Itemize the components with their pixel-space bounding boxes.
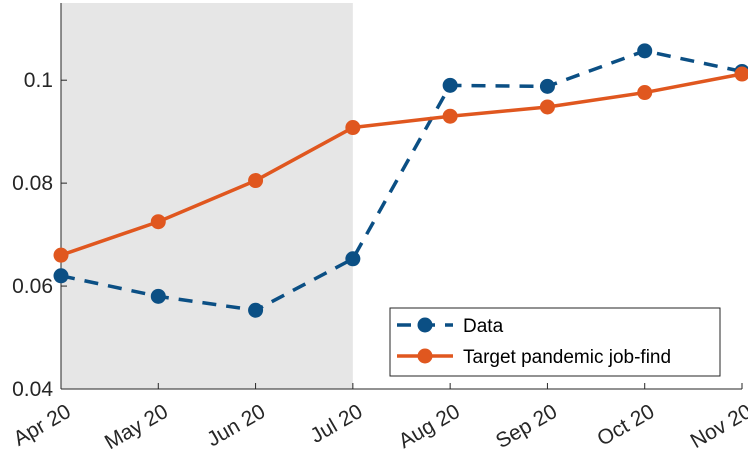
legend-marker <box>417 317 433 333</box>
x-tick-label: Jun 20 <box>203 400 269 451</box>
y-tick-label: 0.06 <box>12 275 53 298</box>
shaded-period <box>61 3 353 389</box>
series-layer <box>53 43 748 318</box>
x-tick-label: Oct 20 <box>593 400 658 451</box>
x-tick-label: Aug 20 <box>395 400 464 453</box>
series-2 <box>53 66 748 263</box>
data-point <box>442 77 458 93</box>
data-point <box>150 288 166 304</box>
axes <box>60 3 743 390</box>
data-point <box>442 108 458 124</box>
data-point <box>150 214 166 230</box>
data-point <box>248 302 264 318</box>
data-point <box>53 268 69 284</box>
data-point <box>345 251 361 267</box>
data-point <box>539 78 555 94</box>
legend: Data Target pandemic job-find <box>389 307 721 377</box>
x-tick-label: Jul 20 <box>307 400 367 448</box>
data-point <box>637 85 653 101</box>
y-tick-label: 0.1 <box>24 69 53 92</box>
data-point <box>345 120 361 136</box>
data-point <box>637 43 653 59</box>
legend-box <box>389 307 721 377</box>
data-point <box>53 247 69 263</box>
y-tick-label: 0.08 <box>12 172 53 195</box>
legend-marker <box>417 348 433 364</box>
x-tick-label: Apr 20 <box>10 400 75 451</box>
series-line <box>60 72 743 257</box>
data-point <box>248 173 264 189</box>
x-tick-label: Nov 20 <box>687 400 748 453</box>
data-point <box>539 99 555 115</box>
x-tick-label: May 20 <box>101 400 172 454</box>
x-tick-label: Sep 20 <box>492 400 561 453</box>
series-1 <box>53 43 748 318</box>
legend-label: Target pandemic job-find <box>463 347 671 368</box>
legend-label: Data <box>463 316 504 337</box>
y-tick-label: 0.04 <box>12 378 53 401</box>
data-point <box>734 66 748 82</box>
